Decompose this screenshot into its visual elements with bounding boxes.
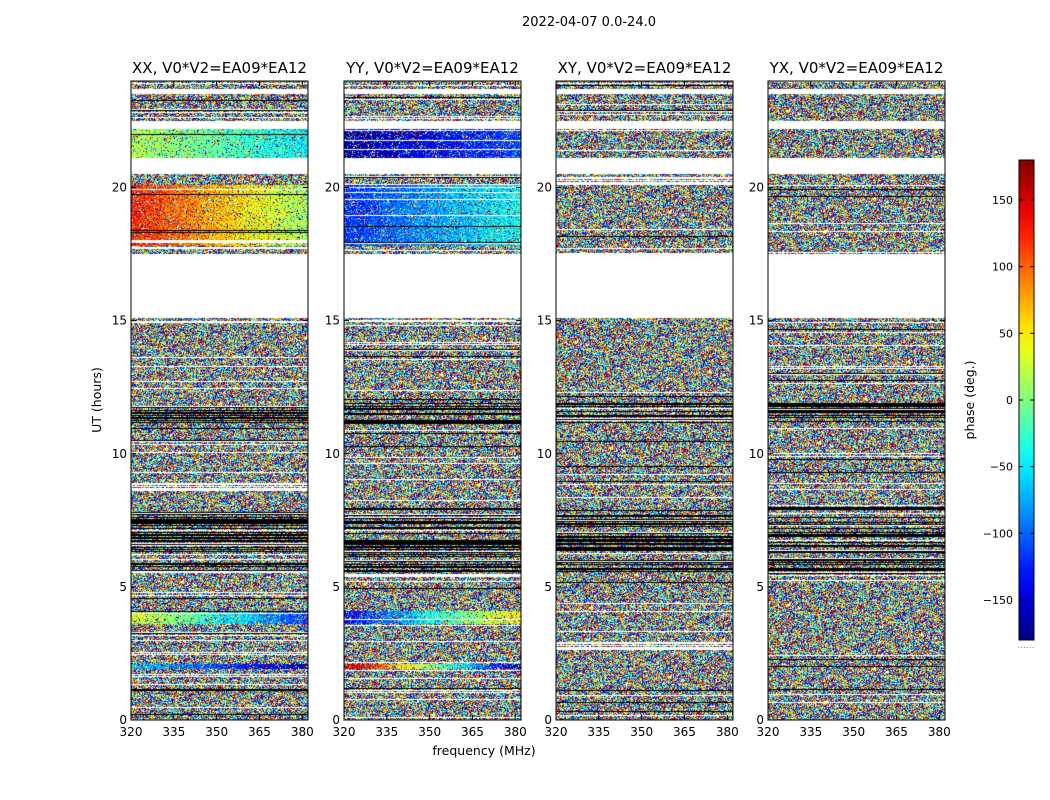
phase-heatmap <box>768 81 945 720</box>
x-tick-label: 380 <box>291 725 314 739</box>
colorbar-tick-label: 50 <box>999 327 1013 340</box>
x-tick-label: 335 <box>375 725 398 739</box>
figure-suptitle: 2022-04-07 0.0-24.0 <box>522 15 656 30</box>
x-tick-label: 365 <box>461 725 484 739</box>
y-tick-label: 5 <box>756 580 764 594</box>
y-tick-label: 5 <box>544 580 552 594</box>
x-tick-label: 350 <box>205 725 228 739</box>
y-axis-label: UT (hours) <box>89 367 104 433</box>
colorbar: −150 −100 −50 0 50 100 150 <box>983 159 1035 641</box>
y-tick-label: 0 <box>332 713 340 727</box>
x-axis-label: frequency (MHz) <box>432 743 535 758</box>
panel-frame <box>130 80 309 721</box>
x-tick-label: 365 <box>673 725 696 739</box>
colorbar-tick-label: 100 <box>992 261 1013 274</box>
y-tick-label: 15 <box>325 314 340 328</box>
y-tick-label: 0 <box>756 713 764 727</box>
panel-frame <box>555 80 734 721</box>
y-tick-label: 10 <box>749 447 764 461</box>
y-tick-label: 5 <box>332 580 340 594</box>
panel-frame <box>767 80 946 721</box>
panel-title: YY, V0*V2=EA09*EA12 <box>345 59 519 77</box>
y-tick-label: 0 <box>544 713 552 727</box>
y-tick-label: 15 <box>112 314 127 328</box>
panel-yx: YX, V0*V2=EA09*EA12 320 335 350 365 380 0 5 10 15… <box>749 59 951 739</box>
colorbar-tick-label: −50 <box>990 461 1013 474</box>
x-tick-label: 380 <box>504 725 527 739</box>
panel-frame <box>343 80 522 721</box>
x-tick-label: 365 <box>885 725 908 739</box>
panels: XX, V0*V2=EA09*EA12 320 335 350 365 380 0 5 10 15… <box>112 59 951 739</box>
panel-yy: YY, V0*V2=EA09*EA12 320 335 350 365 380 0 5 10 15… <box>325 59 527 739</box>
y-tick-label: 10 <box>325 447 340 461</box>
y-tick-label: 10 <box>112 447 127 461</box>
panel-title: YX, V0*V2=EA09*EA12 <box>769 59 944 77</box>
y-tick-label: 15 <box>749 314 764 328</box>
x-tick-label: 320 <box>120 725 143 739</box>
x-tick-label: 335 <box>799 725 822 739</box>
x-tick-label: 320 <box>545 725 568 739</box>
y-tick-label: 5 <box>119 580 127 594</box>
panel-xy: XY, V0*V2=EA09*EA12 320 335 350 365 380 0 5 10 15… <box>537 59 739 739</box>
phase-heatmap <box>556 81 733 720</box>
colorbar-footer: ...... <box>1017 641 1034 651</box>
colorbar-tick-label: 150 <box>992 194 1013 207</box>
x-tick-label: 380 <box>716 725 739 739</box>
x-tick-label: 335 <box>162 725 185 739</box>
y-tick-label: 20 <box>537 181 552 195</box>
x-tick-label: 365 <box>248 725 271 739</box>
x-tick-label: 350 <box>842 725 865 739</box>
y-tick-label: 10 <box>537 447 552 461</box>
y-tick-label: 20 <box>749 181 764 195</box>
x-tick-label: 380 <box>928 725 951 739</box>
x-tick-label: 320 <box>757 725 780 739</box>
colorbar-label: phase (deg.) <box>962 361 977 440</box>
y-tick-label: 20 <box>325 181 340 195</box>
y-tick-label: 0 <box>119 713 127 727</box>
colorbar-tick-label: −150 <box>983 594 1013 607</box>
x-tick-label: 320 <box>333 725 356 739</box>
panel-title: XX, V0*V2=EA09*EA12 <box>132 59 307 77</box>
phase-heatmap <box>131 81 308 720</box>
phase-heatmap <box>344 81 521 720</box>
x-tick-label: 350 <box>630 725 653 739</box>
panel-title: XY, V0*V2=EA09*EA12 <box>558 59 732 77</box>
panel-xx: XX, V0*V2=EA09*EA12 320 335 350 365 380 0 5 10 15… <box>112 59 314 739</box>
y-tick-label: 20 <box>112 181 127 195</box>
colorbar-tick-label: −100 <box>983 527 1013 540</box>
x-tick-label: 335 <box>587 725 610 739</box>
y-tick-label: 15 <box>537 314 552 328</box>
colorbar-tick-label: 0 <box>1006 394 1013 407</box>
x-tick-label: 350 <box>418 725 441 739</box>
